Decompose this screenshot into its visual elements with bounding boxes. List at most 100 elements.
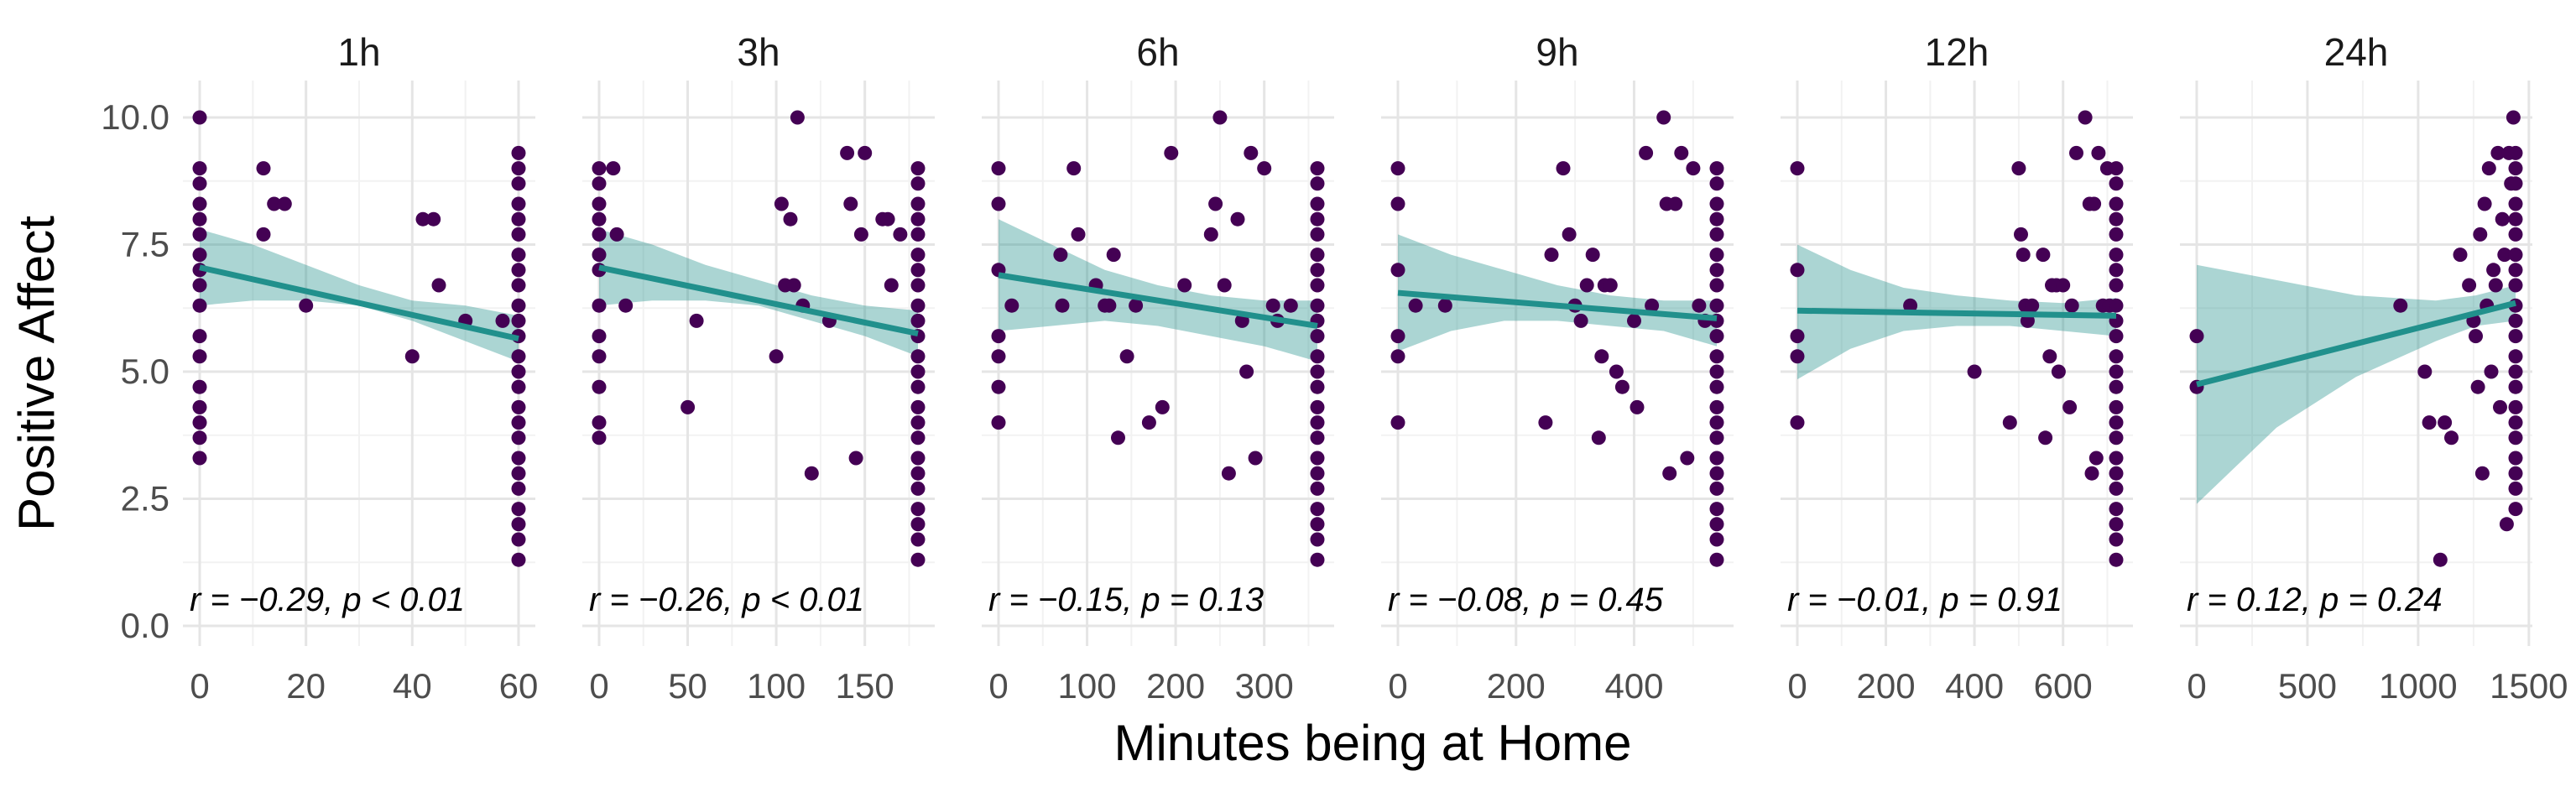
regression-line [598,264,919,336]
data-point [1709,248,1724,263]
data-point [2495,211,2510,227]
data-point [1310,364,1325,379]
facet-title: 3h [737,30,780,74]
data-point [1390,349,1405,364]
x-tick-label: 300 [1235,666,1294,706]
data-point [2417,364,2433,379]
data-point [2078,110,2093,125]
regression-line [998,272,1318,329]
x-tick-label: 0 [2187,666,2206,706]
data-point [689,313,704,328]
data-point [1614,379,1630,394]
data-point [1119,349,1134,364]
data-point [1310,176,1325,191]
data-point [415,211,430,227]
data-point [2508,451,2523,466]
facet-panel-24h: 0 500 1000 1500 24h r = 0.12, p = 0.24 [2180,30,2568,706]
data-point [1071,227,1086,242]
facet-title: 6h [1136,30,1179,74]
data-point [1310,451,1325,466]
data-point [2508,263,2523,278]
correlation-annotation: r = −0.15, p = 0.13 [988,581,1264,618]
data-point [1111,430,1125,446]
data-point [910,415,926,430]
data-point [910,552,926,567]
data-point [2062,399,2078,414]
panel-background [1381,81,1734,646]
data-point [618,298,634,313]
data-point [1692,298,1707,313]
x-tick-label: 400 [1945,666,2004,706]
data-point [277,196,292,211]
data-point [2508,349,2523,364]
data-point [2064,298,2079,313]
data-point [2109,364,2124,379]
data-point [592,430,607,446]
data-point [592,227,607,242]
data-point [2087,196,2102,211]
data-point [592,176,607,191]
data-point [2508,481,2523,496]
data-point [1709,399,1724,414]
data-point [1573,313,1588,328]
x-tick-label: 200 [1487,666,1546,706]
data-point [2444,430,2459,446]
confidence-band [200,229,519,362]
data-point [790,110,805,125]
data-point [1129,298,1144,313]
data-point [1680,451,1695,466]
data-point [2051,364,2066,379]
x-tick-label: 0 [190,666,209,706]
data-point [910,364,926,379]
data-point [2393,298,2408,313]
data-point [910,466,926,481]
data-point [2109,466,2124,481]
data-point [2109,196,2124,211]
data-point [1668,196,1683,211]
data-point [2036,248,2051,263]
data-point [1310,502,1325,517]
data-point [1390,161,1405,176]
data-point [2493,399,2507,414]
panels: 0.0 2.5 5.0 7.5 10.0 0 20 40 60 1h r = −0.29, p < … [101,30,2568,706]
data-point [2109,517,2124,532]
data-point [1603,278,1618,293]
data-point [910,176,926,191]
data-point [2481,161,2496,176]
data-point [910,263,926,278]
x-tick-label: 200 [1857,666,1916,706]
data-point [1709,349,1724,364]
data-point [1310,430,1325,446]
data-point [1709,278,1724,293]
data-point [786,278,801,293]
data-point [592,248,607,263]
facet-panel-3h: 0 50 100 150 3h r = −0.26, p < 0.01 [582,30,935,706]
data-point [2109,248,2124,263]
data-point [2109,329,2124,344]
data-point [1106,248,1121,263]
regression-line [199,264,519,342]
data-point [2508,248,2523,263]
data-point [1310,211,1325,227]
facet-panel-12h: 0 200 400 600 12h r = −0.01, p = 0.91 [1781,30,2133,706]
data-point [1594,349,1609,364]
data-point [256,227,271,242]
data-point [2508,379,2523,394]
data-point [910,481,926,496]
data-point [592,211,607,227]
x-tick-label: 0 [1388,666,1407,706]
data-point [910,349,926,364]
data-point [2488,278,2503,293]
data-point [884,278,899,293]
data-point [511,248,526,263]
data-point [1248,451,1263,466]
data-point [1066,161,1082,176]
regression-line [1397,289,1718,321]
data-point [511,552,526,567]
data-point [910,399,926,414]
data-point [1390,329,1405,344]
x-tick-label: 20 [286,666,326,706]
data-point [843,196,858,211]
data-point [1437,298,1452,313]
data-point [2109,263,2124,278]
